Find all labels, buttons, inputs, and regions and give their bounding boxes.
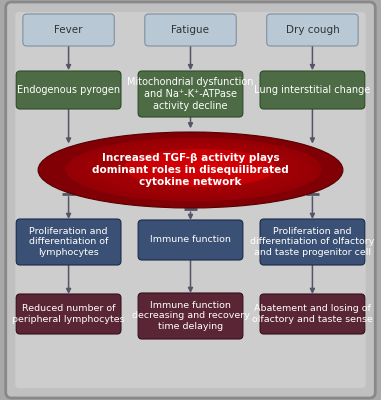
FancyBboxPatch shape <box>138 220 243 260</box>
Ellipse shape <box>155 155 252 180</box>
Ellipse shape <box>186 161 228 172</box>
Text: Fatigue: Fatigue <box>171 25 210 35</box>
Ellipse shape <box>124 149 276 187</box>
Ellipse shape <box>172 158 239 175</box>
Ellipse shape <box>96 144 298 194</box>
Ellipse shape <box>148 154 258 181</box>
Text: Endogenous pyrogen: Endogenous pyrogen <box>17 85 120 95</box>
Text: Lung interstitial change: Lung interstitial change <box>254 85 371 95</box>
Ellipse shape <box>168 158 242 176</box>
Text: Reduced number of
peripheral lymphocytes: Reduced number of peripheral lymphocytes <box>12 304 125 324</box>
Ellipse shape <box>72 139 316 200</box>
Ellipse shape <box>158 156 250 178</box>
FancyBboxPatch shape <box>145 14 236 46</box>
Ellipse shape <box>107 146 290 191</box>
Ellipse shape <box>179 160 234 174</box>
Ellipse shape <box>134 151 268 184</box>
Text: Dry cough: Dry cough <box>285 25 339 35</box>
Ellipse shape <box>199 164 218 168</box>
FancyBboxPatch shape <box>260 219 365 265</box>
Ellipse shape <box>182 160 231 173</box>
Text: Fever: Fever <box>54 25 83 35</box>
Ellipse shape <box>117 148 282 189</box>
Ellipse shape <box>196 163 220 169</box>
Text: Immune function: Immune function <box>150 236 231 244</box>
Ellipse shape <box>59 136 327 203</box>
FancyBboxPatch shape <box>23 14 114 46</box>
Text: Proliferation and
differentiation of
lymphocytes: Proliferation and differentiation of lym… <box>29 227 108 257</box>
Text: Immune function
decreasing and recovery
time delaying: Immune function decreasing and recovery … <box>131 301 250 331</box>
FancyBboxPatch shape <box>6 2 375 398</box>
FancyBboxPatch shape <box>138 293 243 339</box>
Ellipse shape <box>42 133 340 207</box>
Ellipse shape <box>62 137 324 202</box>
Ellipse shape <box>203 165 215 168</box>
Ellipse shape <box>127 150 274 186</box>
FancyBboxPatch shape <box>138 71 243 117</box>
Ellipse shape <box>79 140 311 198</box>
Ellipse shape <box>93 143 300 194</box>
FancyBboxPatch shape <box>267 14 358 46</box>
Ellipse shape <box>86 142 306 196</box>
Ellipse shape <box>52 135 332 205</box>
FancyBboxPatch shape <box>260 294 365 334</box>
FancyBboxPatch shape <box>260 71 365 109</box>
Text: Abatement and losing of
olfactory and taste sense: Abatement and losing of olfactory and ta… <box>252 304 373 324</box>
Ellipse shape <box>165 157 244 177</box>
Ellipse shape <box>48 134 335 206</box>
Ellipse shape <box>141 152 263 183</box>
Ellipse shape <box>76 140 314 199</box>
Text: Proliferation and
differentiation of olfactory
and taste progenitor cell: Proliferation and differentiation of olf… <box>250 227 375 257</box>
FancyBboxPatch shape <box>15 12 366 388</box>
Ellipse shape <box>83 141 308 197</box>
Ellipse shape <box>69 138 319 200</box>
Ellipse shape <box>45 133 338 206</box>
FancyBboxPatch shape <box>16 71 121 109</box>
Ellipse shape <box>120 148 279 188</box>
Ellipse shape <box>38 132 343 208</box>
FancyBboxPatch shape <box>16 219 121 265</box>
Ellipse shape <box>206 165 212 167</box>
Ellipse shape <box>55 135 330 204</box>
Ellipse shape <box>192 162 223 170</box>
Ellipse shape <box>66 138 322 201</box>
Ellipse shape <box>131 150 271 185</box>
Text: Increased TGF-β activity plays
dominant roles in disequilibrated
cytokine networ: Increased TGF-β activity plays dominant … <box>92 154 289 186</box>
Ellipse shape <box>162 156 247 178</box>
Text: Mitochondrial dysfunction
and Na⁺-K⁺-ATPase
activity decline: Mitochondrial dysfunction and Na⁺-K⁺-ATP… <box>127 77 254 111</box>
Ellipse shape <box>175 159 236 174</box>
Ellipse shape <box>110 146 287 190</box>
Ellipse shape <box>100 144 295 193</box>
Ellipse shape <box>151 154 255 180</box>
Ellipse shape <box>189 162 226 171</box>
Ellipse shape <box>114 147 284 190</box>
Ellipse shape <box>144 153 260 182</box>
Ellipse shape <box>103 145 292 192</box>
Ellipse shape <box>90 142 303 196</box>
FancyBboxPatch shape <box>16 294 121 334</box>
Ellipse shape <box>138 152 266 184</box>
